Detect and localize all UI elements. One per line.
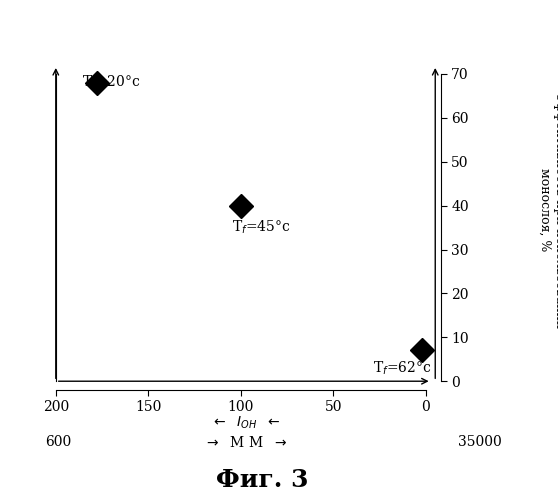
- Text: 35000: 35000: [459, 436, 502, 450]
- Text: T$_f$=62°c: T$_f$=62°c: [373, 360, 431, 376]
- Text: T$_f$=20°c: T$_f$=20°c: [81, 74, 140, 92]
- Text: Фиг. 3: Фиг. 3: [216, 468, 309, 492]
- Text: $\leftarrow$  $I_{OH}$  $\leftarrow$: $\leftarrow$ $I_{OH}$ $\leftarrow$: [211, 414, 280, 430]
- Text: T$_f$=45°c: T$_f$=45°c: [232, 219, 290, 236]
- Text: Эффективность при использовании
монослоя, %: Эффективность при использовании монослоя…: [538, 92, 558, 328]
- Text: 600: 600: [45, 436, 71, 450]
- Text: $\rightarrow$  M M  $\rightarrow$: $\rightarrow$ M M $\rightarrow$: [204, 435, 287, 450]
